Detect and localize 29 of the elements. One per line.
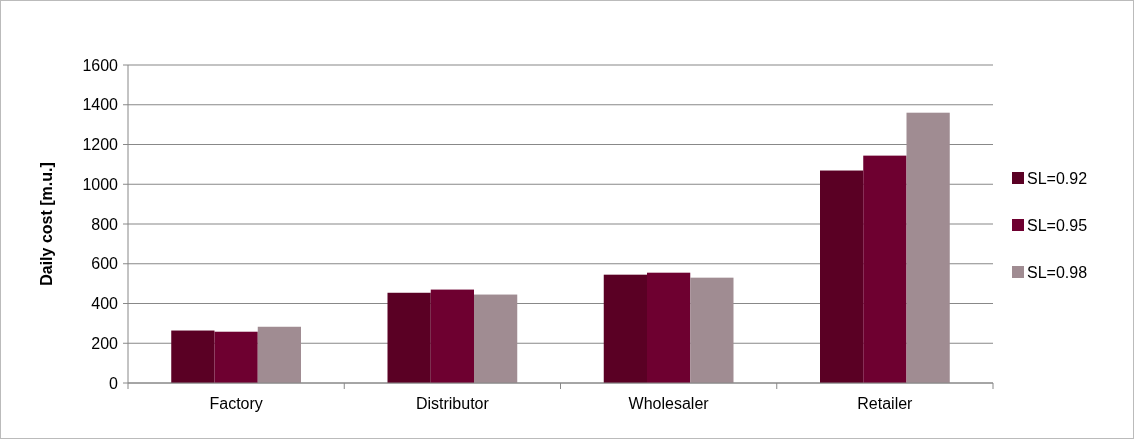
y-axis-title: Daily cost [m.u.] (38, 162, 55, 286)
bar (647, 272, 691, 383)
x-tick-label: Factory (209, 395, 263, 412)
x-tick-label: Distributor (415, 395, 490, 412)
bar (171, 330, 215, 383)
bar (690, 277, 734, 383)
y-tick-label: 0 (109, 374, 119, 392)
y-tick-label: 200 (91, 334, 119, 352)
bar (430, 289, 474, 383)
bar (214, 331, 258, 383)
y-tick-label: 800 (91, 215, 119, 233)
x-tick-label: Retailer (857, 395, 914, 412)
legend-label: SL=0.98 (1027, 263, 1088, 281)
bar (387, 292, 431, 383)
bar (474, 294, 518, 383)
bar (257, 326, 301, 383)
y-tick-label: 1000 (82, 175, 119, 193)
y-tick-label: 400 (91, 295, 119, 313)
bar (863, 155, 907, 383)
bar (906, 112, 950, 383)
y-tick-label: 1600 (82, 56, 119, 74)
bar (603, 274, 647, 383)
x-tick-label: Wholesaler (628, 395, 710, 412)
y-tick-label: 600 (91, 255, 119, 273)
y-tick-label: 1400 (82, 96, 119, 114)
legend-label: SL=0.95 (1027, 216, 1088, 234)
bar (820, 170, 864, 383)
legend-label: SL=0.92 (1027, 169, 1088, 187)
y-tick-label: 1200 (82, 136, 119, 154)
